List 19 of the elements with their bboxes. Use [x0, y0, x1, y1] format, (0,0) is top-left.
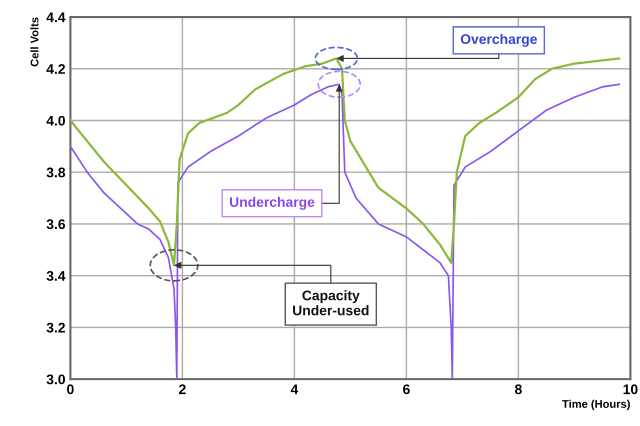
y-axis-title: Cell Volts [30, 17, 38, 66]
y-tick-label: 3.6 [46, 219, 66, 230]
x-axis-title: Time (Hours) [562, 400, 630, 410]
x-tick-label: 10 [624, 384, 638, 394]
x-tick-label: 6 [403, 384, 410, 394]
annotation: Undercharge [230, 196, 314, 210]
y-tick-label: 4.0 [46, 116, 65, 126]
y-tick-label: 3.4 [46, 271, 66, 281]
annotation: Overcharge [460, 34, 537, 47]
y-tick-label: 3.2 [46, 322, 65, 333]
y-tick-label: 3.0 [46, 374, 65, 384]
annotation: Capacity Under-used [293, 290, 368, 316]
x-tick-label: 8 [514, 384, 522, 394]
x-tick-label: 2 [179, 384, 186, 394]
y-tick-label: 4.4 [46, 12, 66, 22]
y-tick-label: 3.8 [46, 168, 66, 178]
x-tick-label: 0 [67, 384, 74, 394]
x-tick-label: 4 [290, 384, 298, 394]
y-tick-label: 4.2 [46, 64, 65, 74]
